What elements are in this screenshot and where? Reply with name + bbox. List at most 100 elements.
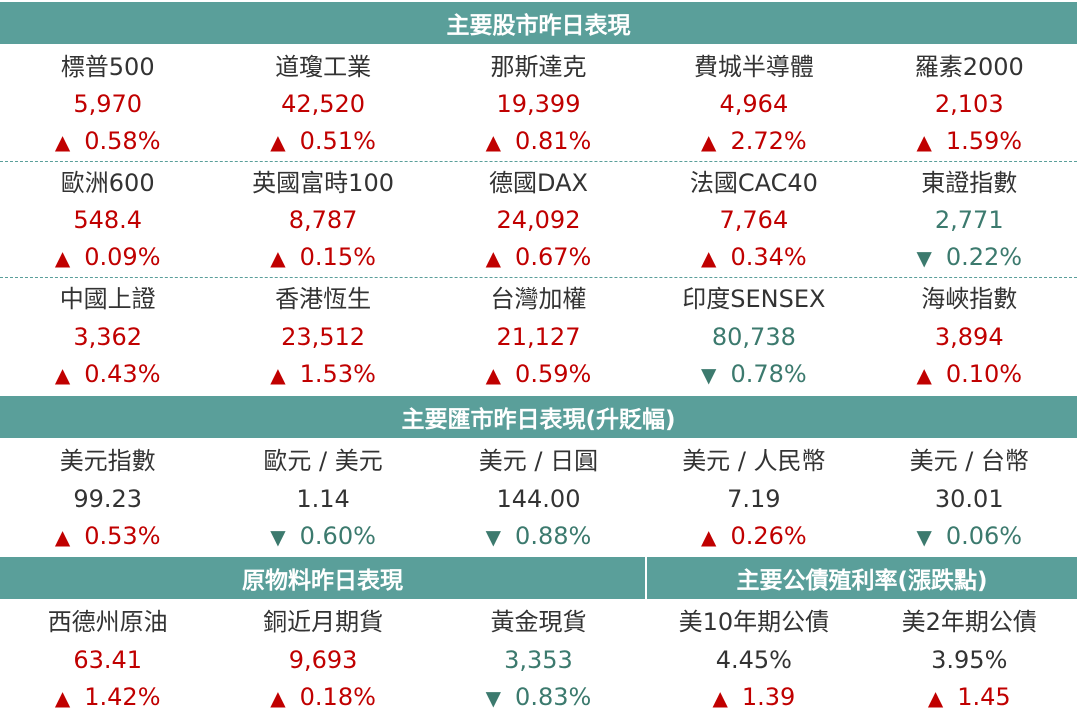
change-text: 0.59%: [515, 360, 592, 388]
change-text: 1.59%: [945, 127, 1023, 155]
instrument-value: 7,764: [719, 206, 789, 234]
up-triangle-icon: ▲: [701, 246, 717, 270]
change-text: 1.45: [957, 683, 1011, 711]
stocks-row-1: 標普500 5,970 ▲ 0.58% 道瓊工業 42,520 ▲ 0.51% 那斯達克 19,3…: [0, 46, 1077, 162]
instrument-value: 80,738: [711, 322, 796, 351]
change-value: ▲ 1.39: [712, 682, 795, 713]
instrument-value: 2,771: [934, 206, 1004, 234]
change-text: 0.67%: [515, 243, 592, 271]
instrument-value: 30.01: [934, 484, 1004, 513]
up-triangle-icon: ▲: [270, 686, 286, 710]
change-value: ▲ 0.67%: [486, 242, 592, 273]
market-cell: 道瓊工業 42,520 ▲ 0.51%: [215, 46, 430, 161]
up-triangle-icon: ▲: [927, 686, 944, 710]
market-cell: 歐洲600 548.4 ▲ 0.09%: [0, 162, 215, 277]
instrument-name: 銅近月期貨: [263, 608, 384, 636]
change-text: 0.10%: [945, 360, 1023, 388]
instrument-value: 5,970: [73, 90, 143, 118]
instrument-value: 144.00: [496, 484, 581, 513]
market-cell: 費城半導體 4,964 ▲ 2.72%: [646, 46, 861, 161]
commodities-header-title: 原物料昨日表現: [242, 568, 403, 594]
change-value: ▲ 0.09%: [55, 242, 161, 273]
change-value: ▲ 0.26%: [701, 521, 807, 552]
change-value: ▲ 0.81%: [486, 126, 592, 157]
up-triangle-icon: ▲: [54, 246, 71, 270]
instrument-name: 費城半導體: [693, 53, 814, 81]
instrument-name: 那斯達克: [490, 53, 587, 81]
change-value: ▲ 1.53%: [270, 359, 376, 390]
instrument-name: 英國富時100: [252, 169, 394, 197]
change-value: ▼ 0.78%: [701, 359, 807, 390]
up-triangle-icon: ▲: [485, 246, 502, 270]
down-triangle-icon: ▼: [485, 525, 502, 549]
change-value: ▼ 0.88%: [486, 521, 592, 552]
up-triangle-icon: ▲: [485, 130, 502, 154]
change-text: 0.22%: [945, 243, 1023, 271]
market-cell: 羅素2000 2,103 ▲ 1.59%: [862, 46, 1077, 161]
bonds-header-title: 主要公債殖利率(漲跌點): [736, 568, 988, 594]
change-text: 1.42%: [84, 683, 161, 711]
change-value: ▲ 0.34%: [701, 242, 807, 273]
down-triangle-icon: ▼: [916, 525, 932, 549]
instrument-name: 美元 / 人民幣: [682, 447, 826, 475]
instrument-value: 99.23: [73, 484, 143, 513]
change-text: 0.78%: [730, 360, 807, 388]
market-cell: 美元 / 人民幣 7.19 ▲ 0.26%: [646, 440, 861, 556]
instrument-name: 美元 / 日圓: [478, 447, 599, 475]
up-triangle-icon: ▲: [701, 130, 717, 154]
change-value: ▲ 0.51%: [270, 126, 376, 157]
instrument-name: 美10年期公債: [678, 608, 830, 636]
market-cell: 法國CAC40 7,764 ▲ 0.34%: [646, 162, 861, 277]
bonds-header: 主要公債殖利率(漲跌點): [647, 557, 1077, 599]
instrument-name: 美2年期公債: [901, 608, 1037, 636]
change-value: ▲ 1.59%: [916, 126, 1022, 157]
instrument-name: 歐元 / 美元: [263, 447, 383, 475]
stocks-header-title: 主要股市昨日表現: [446, 13, 631, 39]
change-value: ▲ 0.15%: [270, 242, 376, 273]
instrument-value: 548.4: [73, 206, 143, 234]
market-cell: 美2年期公債 3.95% ▲ 1.45: [862, 601, 1077, 717]
market-cell: 印度SENSEX 80,738 ▼ 0.78%: [646, 278, 861, 394]
change-value: ▲ 0.59%: [486, 359, 592, 390]
instrument-name: 海峽指數: [921, 285, 1018, 313]
instrument-value: 63.41: [73, 645, 143, 674]
up-triangle-icon: ▲: [270, 130, 286, 154]
up-triangle-icon: ▲: [916, 130, 932, 154]
market-cell: 銅近月期貨 9,693 ▲ 0.18%: [215, 601, 430, 717]
change-text: 0.34%: [730, 243, 807, 271]
instrument-value: 2,103: [934, 90, 1004, 118]
instrument-name: 西德州原油: [47, 608, 168, 636]
change-text: 1.53%: [299, 360, 376, 388]
change-text: 0.81%: [515, 127, 592, 155]
up-triangle-icon: ▲: [270, 246, 286, 270]
market-cell: 那斯達克 19,399 ▲ 0.81%: [431, 46, 646, 161]
market-cell: 黃金現貨 3,353 ▼ 0.83%: [431, 601, 646, 717]
instrument-value: 4.45%: [715, 645, 792, 674]
instrument-value: 23,512: [281, 322, 366, 351]
change-value: ▲ 0.58%: [55, 126, 161, 157]
instrument-value: 3,362: [73, 322, 143, 351]
down-triangle-icon: ▼: [270, 525, 286, 549]
instrument-value: 24,092: [496, 206, 581, 234]
market-cell: 美元 / 台幣 30.01 ▼ 0.06%: [862, 440, 1077, 556]
up-triangle-icon: ▲: [54, 525, 71, 549]
market-cell: 東證指數 2,771 ▼ 0.22%: [862, 162, 1077, 277]
instrument-value: 9,693: [288, 645, 358, 674]
up-triangle-icon: ▲: [54, 130, 71, 154]
change-value: ▼ 0.22%: [916, 242, 1022, 273]
up-triangle-icon: ▲: [54, 686, 71, 710]
instrument-value: 21,127: [496, 322, 581, 351]
change-text: 0.60%: [299, 522, 376, 550]
down-triangle-icon: ▼: [701, 363, 717, 387]
instrument-name: 香港恆生: [275, 285, 372, 313]
change-value: ▲ 1.42%: [55, 682, 161, 713]
change-text: 2.72%: [730, 127, 807, 155]
change-text: 0.09%: [84, 243, 161, 271]
instrument-value: 3.95%: [931, 645, 1008, 674]
market-cell: 海峽指數 3,894 ▲ 0.10%: [862, 278, 1077, 394]
instrument-value: 4,964: [719, 90, 789, 118]
stocks-row-3: 中國上證 3,362 ▲ 0.43% 香港恆生 23,512 ▲ 1.53% 台灣加權 21,12…: [0, 278, 1077, 394]
fx-header-title: 主要匯市昨日表現(升貶幅): [401, 407, 676, 433]
market-cell: 香港恆生 23,512 ▲ 1.53%: [215, 278, 430, 394]
stocks-row-2: 歐洲600 548.4 ▲ 0.09% 英國富時100 8,787 ▲ 0.15% 德國DAX 2…: [0, 162, 1077, 278]
